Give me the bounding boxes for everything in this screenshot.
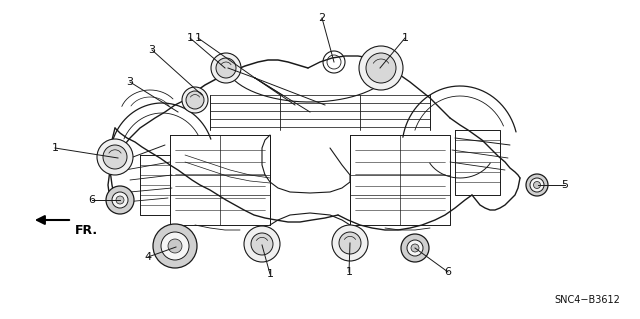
Circle shape bbox=[339, 232, 361, 254]
Circle shape bbox=[366, 53, 396, 83]
Circle shape bbox=[526, 174, 548, 196]
Circle shape bbox=[112, 192, 128, 208]
Text: 4: 4 bbox=[145, 252, 152, 262]
Circle shape bbox=[216, 58, 236, 78]
Text: 3: 3 bbox=[148, 45, 156, 55]
Circle shape bbox=[211, 53, 241, 83]
Circle shape bbox=[97, 139, 133, 175]
Text: 3: 3 bbox=[127, 77, 134, 87]
Text: 1: 1 bbox=[186, 33, 193, 43]
Circle shape bbox=[103, 145, 127, 169]
Circle shape bbox=[359, 46, 403, 90]
Text: FR.: FR. bbox=[75, 224, 98, 237]
Circle shape bbox=[244, 226, 280, 262]
Text: 6: 6 bbox=[445, 267, 451, 277]
Circle shape bbox=[182, 87, 208, 113]
Text: SNC4−B3612: SNC4−B3612 bbox=[554, 295, 620, 305]
Text: 6: 6 bbox=[88, 195, 95, 205]
Circle shape bbox=[530, 178, 544, 192]
Text: 1: 1 bbox=[346, 267, 353, 277]
Circle shape bbox=[251, 233, 273, 255]
Text: 5: 5 bbox=[561, 180, 568, 190]
Text: 2: 2 bbox=[319, 13, 326, 23]
Circle shape bbox=[534, 182, 541, 189]
Circle shape bbox=[116, 196, 124, 204]
Circle shape bbox=[161, 232, 189, 260]
Circle shape bbox=[401, 234, 429, 262]
Text: 1: 1 bbox=[401, 33, 408, 43]
Text: 1: 1 bbox=[51, 143, 58, 153]
Text: 1: 1 bbox=[195, 33, 202, 43]
Circle shape bbox=[153, 224, 197, 268]
Text: 1: 1 bbox=[266, 269, 273, 279]
Circle shape bbox=[186, 91, 204, 109]
Circle shape bbox=[411, 244, 419, 252]
Circle shape bbox=[106, 186, 134, 214]
Circle shape bbox=[407, 240, 423, 256]
Circle shape bbox=[168, 239, 182, 253]
Circle shape bbox=[332, 225, 368, 261]
